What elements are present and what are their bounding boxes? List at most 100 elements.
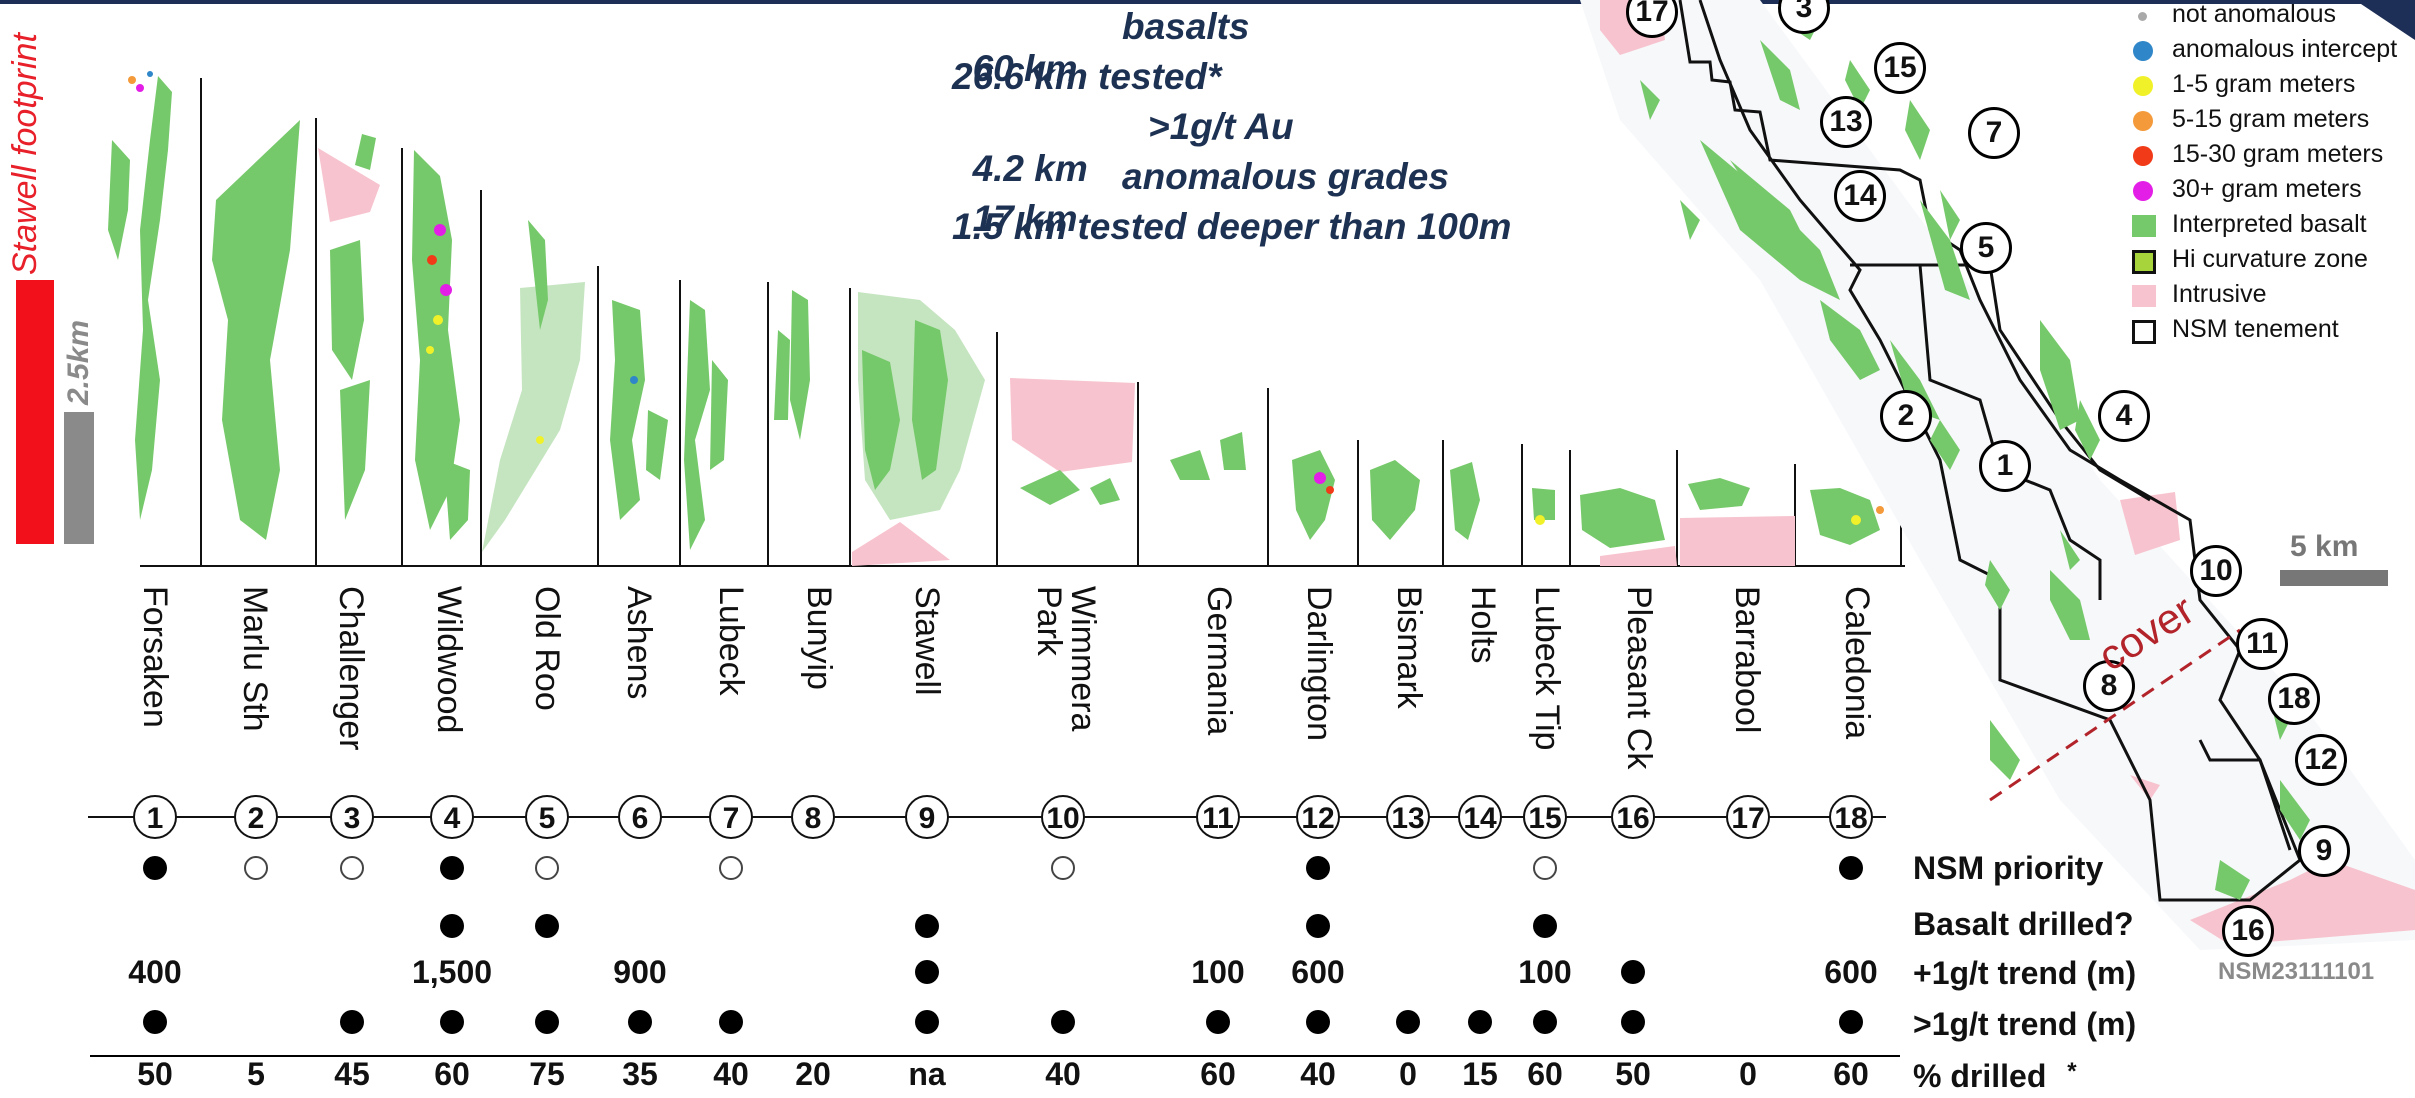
timeline-circle-13 — [1386, 795, 1430, 839]
gt-trend-dot-13 — [1396, 1010, 1420, 1034]
timeline-circle-4 — [430, 795, 474, 839]
gt-trend-dot-6 — [628, 1010, 652, 1034]
row-label-nsm-priority: NSM priority — [1913, 850, 2104, 886]
basalt-drilled-dot-4 — [440, 914, 464, 938]
timeline-number-17: 17 — [1731, 802, 1765, 835]
legend-small-dot-icon — [2138, 12, 2147, 21]
map-prospect-number-16: 16 — [2222, 905, 2274, 957]
timeline-number-4: 4 — [443, 802, 461, 835]
priority-dot-10 — [1051, 856, 1075, 880]
legend-label: 15-30 gram meters — [2172, 140, 2384, 168]
map-prospect-number-10: 10 — [2190, 545, 2242, 597]
legend-label: 1-5 gram meters — [2172, 70, 2356, 98]
legend-label: not anomalous — [2172, 0, 2337, 28]
map-prospect-number-4: 4 — [2098, 390, 2150, 442]
legend-item: Interpreted basalt — [2130, 210, 2415, 242]
timeline-circle-18 — [1829, 795, 1873, 839]
timeline-number-12: 12 — [1301, 802, 1335, 835]
summary-line-1: 60 km basalts — [952, 6, 1250, 132]
legend-label: anomalous intercept — [2172, 35, 2398, 63]
stawell-footprint-bar — [16, 280, 54, 544]
scale-5km-label: 5 km — [2290, 530, 2359, 563]
priority-dot-15 — [1533, 856, 1557, 880]
priority-dot-7 — [719, 856, 743, 880]
timeline-number-9: 9 — [918, 802, 936, 835]
legend-item: 15-30 gram meters — [2130, 140, 2415, 172]
legend-item: 1-5 gram meters — [2130, 70, 2415, 102]
summary-km-gold: 4.2 km — [972, 148, 1088, 189]
gt-trend-dot-11 — [1206, 1010, 1230, 1034]
timeline-number-14: 14 — [1463, 802, 1497, 835]
pct-drilled-value-9: na — [908, 1056, 946, 1092]
map-prospect-number-15: 15 — [1874, 42, 1926, 94]
plus-trend-value-12: 600 — [1291, 954, 1345, 990]
pct-drilled-value-1: 50 — [137, 1056, 173, 1092]
gt-trend-dot-3 — [340, 1010, 364, 1034]
map-prospect-number-5: 5 — [1960, 222, 2012, 274]
pct-drilled-value-15: 60 — [1527, 1056, 1563, 1092]
basalt-drilled-dot-15 — [1533, 914, 1557, 938]
timeline-number-7: 7 — [722, 802, 740, 835]
gt-trend-dot-4 — [440, 1010, 464, 1034]
timeline-number-11: 11 — [1202, 802, 1234, 835]
gt-trend-dot-1 — [143, 1010, 167, 1034]
timeline-circle-14 — [1458, 795, 1502, 839]
legend-label: 5-15 gram meters — [2172, 105, 2370, 133]
pct-drilled-value-8: 20 — [795, 1056, 831, 1092]
pct-drilled-value-13: 0 — [1399, 1056, 1417, 1092]
pct-drilled-value-18: 60 — [1833, 1056, 1869, 1092]
pct-drilled-value-5: 75 — [529, 1056, 565, 1092]
pct-drilled-value-6: 35 — [622, 1056, 658, 1092]
reference-code: NSM23111101 — [2218, 958, 2375, 985]
legend-dot-icon — [2133, 41, 2153, 61]
priority-dot-3 — [340, 856, 364, 880]
legend-item: 30+ gram meters — [2130, 175, 2415, 207]
gt-trend-dot-7 — [719, 1010, 743, 1034]
priority-dot-12 — [1306, 856, 1330, 880]
map-prospect-number-17: 17 — [1626, 0, 1678, 38]
map-prospect-number-11: 11 — [2236, 618, 2288, 670]
timeline-circle-11 — [1196, 795, 1240, 839]
plus-trend-value-18: 600 — [1824, 954, 1878, 990]
timeline-circle-9 — [905, 795, 949, 839]
summary-line-3: 4.2 km >1g/t Au — [952, 106, 1294, 232]
legend-dot-icon — [2133, 181, 2153, 201]
timeline-number-15: 15 — [1528, 802, 1562, 835]
legend-label: Hi curvature zone — [2172, 245, 2368, 273]
timeline-circle-1 — [133, 795, 177, 839]
legend-item: not anomalous — [2130, 0, 2415, 32]
legend-label: NSM tenement — [2172, 315, 2339, 343]
plus-trend-value-1: 400 — [128, 954, 182, 990]
legend-item: Intrusive — [2130, 280, 2415, 312]
priority-dot-1 — [143, 856, 167, 880]
timeline-circle-7 — [709, 795, 753, 839]
map-prospect-number-14: 14 — [1834, 170, 1886, 222]
gt-trend-dot-18 — [1839, 1010, 1863, 1034]
row-label-pct-text: % drilled — [1913, 1058, 2047, 1094]
summary-km-anomalous: 17 km — [972, 198, 1078, 239]
timeline-number-2: 2 — [247, 802, 265, 835]
legend-dot-icon — [2133, 146, 2153, 166]
row-label-basalt-drilled: Basalt drilled? — [1913, 906, 2134, 942]
timeline-circle-5 — [525, 795, 569, 839]
gt-trend-dot-5 — [535, 1010, 559, 1034]
legend-square-icon — [2132, 215, 2156, 237]
pct-drilled-value-4: 60 — [434, 1056, 470, 1092]
plus-trend-dot-16 — [1621, 960, 1645, 984]
legend-square-icon — [2132, 285, 2156, 307]
priority-dot-4 — [440, 856, 464, 880]
gt-trend-dot-14 — [1468, 1010, 1492, 1034]
timeline-number-16: 16 — [1616, 802, 1650, 835]
summary-anomalous-label: anomalous grades — [1122, 156, 1449, 197]
timeline-number-13: 13 — [1391, 802, 1425, 835]
gt-trend-dot-9 — [915, 1010, 939, 1034]
timeline-circle-12 — [1296, 795, 1340, 839]
timeline-number-3: 3 — [343, 802, 361, 835]
legend-outline-square-icon — [2132, 320, 2156, 344]
summary-basalts-label: basalts — [1122, 6, 1250, 47]
summary-km-basalts: 60 km — [972, 48, 1078, 89]
priority-dot-5 — [535, 856, 559, 880]
timeline-circle-2 — [234, 795, 278, 839]
basalt-drilled-dot-9 — [915, 914, 939, 938]
map-prospect-number-2: 2 — [1880, 390, 1932, 442]
